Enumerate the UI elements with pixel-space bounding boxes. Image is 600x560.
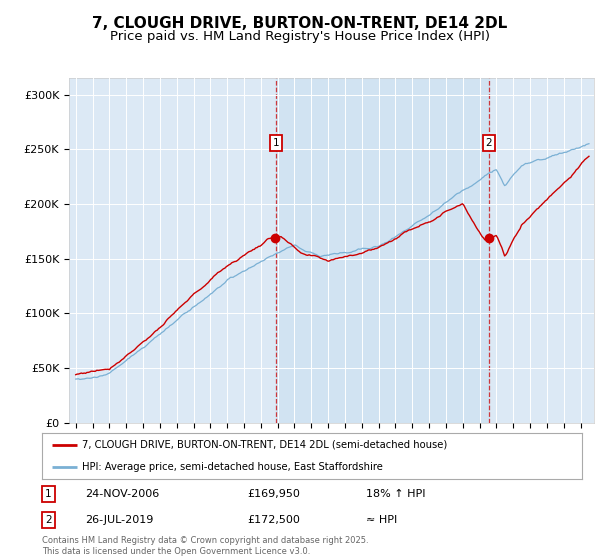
Bar — [276, 78, 489, 423]
Text: 24-NOV-2006: 24-NOV-2006 — [85, 489, 160, 499]
Text: 2: 2 — [485, 138, 493, 148]
Text: 26-JUL-2019: 26-JUL-2019 — [85, 515, 154, 525]
Text: £172,500: £172,500 — [247, 515, 300, 525]
Text: 18% ↑ HPI: 18% ↑ HPI — [366, 489, 425, 499]
Text: 7, CLOUGH DRIVE, BURTON-ON-TRENT, DE14 2DL (semi-detached house): 7, CLOUGH DRIVE, BURTON-ON-TRENT, DE14 2… — [83, 440, 448, 450]
Text: Contains HM Land Registry data © Crown copyright and database right 2025.
This d: Contains HM Land Registry data © Crown c… — [42, 536, 368, 556]
Text: £169,950: £169,950 — [247, 489, 300, 499]
Text: 1: 1 — [45, 489, 52, 499]
Text: 1: 1 — [272, 138, 279, 148]
Text: ≈ HPI: ≈ HPI — [366, 515, 397, 525]
Text: 2: 2 — [45, 515, 52, 525]
Text: 7, CLOUGH DRIVE, BURTON-ON-TRENT, DE14 2DL: 7, CLOUGH DRIVE, BURTON-ON-TRENT, DE14 2… — [92, 16, 508, 31]
Text: HPI: Average price, semi-detached house, East Staffordshire: HPI: Average price, semi-detached house,… — [83, 463, 383, 472]
Text: Price paid vs. HM Land Registry's House Price Index (HPI): Price paid vs. HM Land Registry's House … — [110, 30, 490, 43]
